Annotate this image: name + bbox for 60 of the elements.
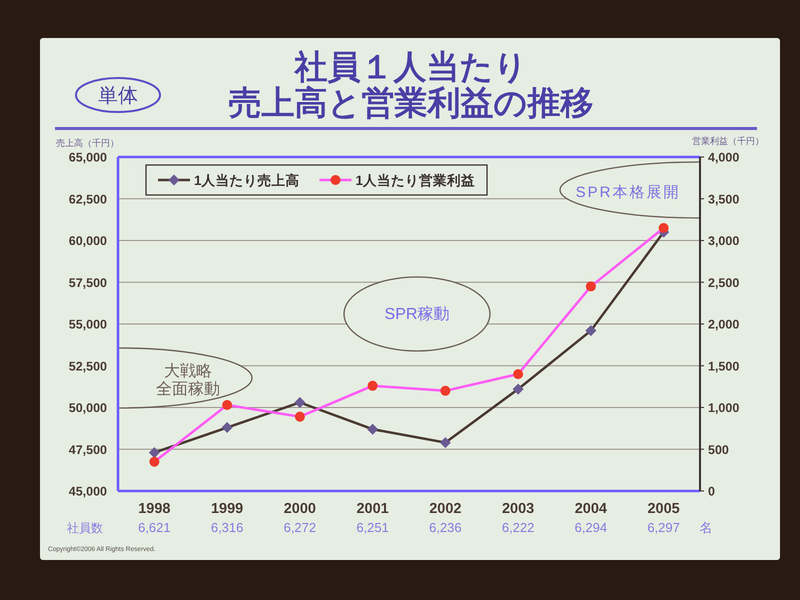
y-axis-title: 売上高（千円）	[56, 138, 119, 148]
x-tick-label: 2003	[502, 501, 534, 517]
point	[440, 386, 450, 396]
x-tick-label: 2005	[647, 501, 680, 517]
x-tick-label: 1999	[210, 501, 244, 517]
legend-label: 1人当たり営業利益	[356, 173, 476, 188]
x-tick-label: 2002	[429, 501, 462, 517]
y2-axis-title: 営業利益（千円）	[692, 136, 764, 146]
y2-tick-label: 2,000	[708, 318, 740, 332]
x-tick-label: 2001	[356, 501, 389, 517]
y2-tick-label: 1,500	[708, 359, 740, 374]
point	[222, 422, 233, 434]
text: 6,222	[502, 520, 534, 535]
y2-tick-label: 3,000	[708, 234, 740, 248]
y-tick-label: 45,000	[68, 484, 108, 498]
annotation: SPR稼動	[384, 305, 450, 323]
text: 6,251	[356, 520, 389, 535]
chart-title: 社員１人当たり売上高と営業利益の推移	[228, 48, 594, 121]
y-tick-label: 50,000	[68, 401, 108, 415]
point	[149, 456, 160, 467]
text: 6,272	[284, 520, 316, 535]
y-tick-label: 60,000	[68, 234, 108, 248]
point	[513, 369, 524, 380]
annotation: SPR本格展開	[576, 184, 680, 201]
y2-tick-label: 0	[708, 484, 715, 498]
annotation: 大戦略全面稼動	[156, 362, 220, 398]
text: 6,297	[647, 520, 680, 535]
y2-tick-label: 1,000	[708, 401, 740, 415]
point	[294, 396, 306, 408]
y2-tick-label: 500	[708, 442, 729, 457]
y-tick-label: 47,500	[68, 442, 108, 457]
point	[367, 424, 378, 435]
point	[222, 400, 232, 410]
text: 6,621	[138, 520, 171, 535]
point	[368, 380, 378, 391]
point	[586, 281, 596, 292]
point	[585, 325, 596, 336]
point	[512, 384, 524, 395]
text: 6,236	[429, 520, 462, 535]
y2-tick-label: 4,000	[708, 150, 740, 164]
y-tick-label: 55,000	[68, 318, 108, 332]
text: 社員数	[67, 521, 103, 535]
y-tick-label: 62,500	[68, 192, 108, 206]
legend-label: 1人当たり売上高	[194, 172, 300, 188]
x-tick-label: 2000	[284, 501, 316, 517]
chart-subtitle: 単体	[98, 85, 138, 107]
x-tick-label: 2004	[574, 501, 608, 517]
text: 名	[700, 520, 712, 535]
x-tick-label: 1998	[138, 501, 171, 517]
point	[148, 447, 160, 458]
y-tick-label: 57,500	[68, 276, 108, 290]
text: 6,316	[210, 520, 244, 535]
text: 6,294	[574, 520, 608, 535]
y2-tick-label: 2,500	[708, 276, 740, 290]
point	[658, 222, 669, 233]
point	[440, 437, 451, 448]
y2-tick-label: 3,500	[708, 192, 740, 206]
y-tick-label: 65,000	[68, 150, 108, 164]
y-tick-label: 52,500	[68, 359, 108, 374]
point	[294, 412, 305, 422]
